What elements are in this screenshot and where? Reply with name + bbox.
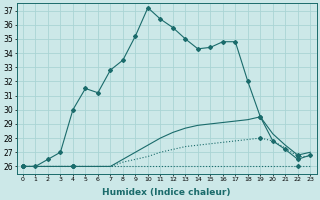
X-axis label: Humidex (Indice chaleur): Humidex (Indice chaleur) <box>102 188 231 197</box>
